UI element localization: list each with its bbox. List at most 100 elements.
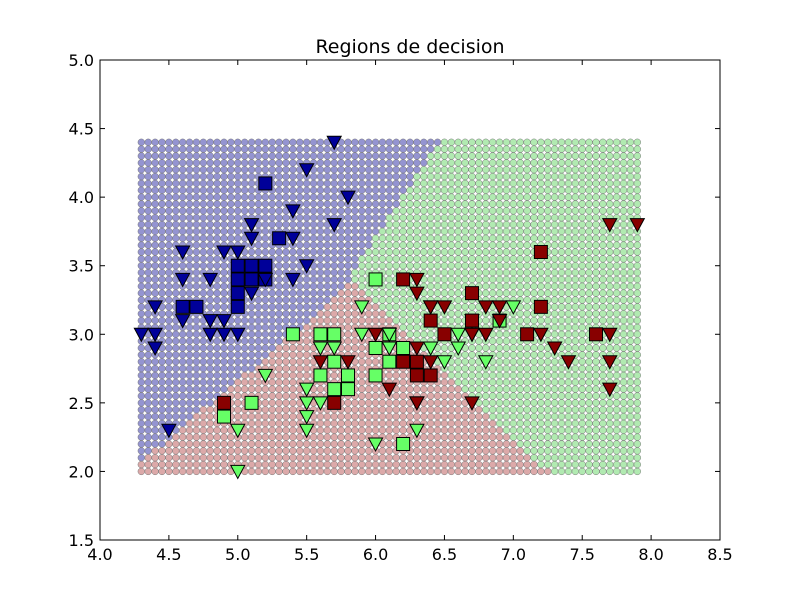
region-grid-point [137,262,145,270]
region-grid-point [323,296,331,304]
region-grid-point [592,454,600,462]
region-grid-point [564,220,573,229]
region-grid-point [406,296,414,304]
region-grid-point [378,172,387,181]
region-grid-point [351,220,359,229]
region-grid-point [137,344,145,352]
region-grid-point [296,172,304,181]
region-grid-point [461,385,469,393]
region-grid-point [440,159,449,167]
region-grid-point [351,426,359,434]
region-grid-point [192,220,201,229]
data-point-blue-triangle-down [326,135,343,151]
region-grid-point [544,145,552,153]
region-grid-point [289,172,297,181]
region-grid-point [440,241,449,249]
region-grid-point [358,399,366,407]
region-grid-point [206,207,214,215]
region-grid-point [165,159,173,167]
region-grid-point [344,310,352,318]
region-grid-point [502,159,511,167]
region-grid-point [330,467,338,476]
region-grid-point [337,152,345,160]
region-grid-point [461,275,469,284]
region-grid-point [241,193,249,201]
region-grid-point [385,262,393,270]
region-grid-point [227,145,235,153]
region-grid-point [461,220,469,229]
region-grid-point [316,412,325,421]
region-grid-point [626,159,635,167]
region-grid-point [551,159,559,167]
region-grid-point [475,406,483,414]
region-grid-point [557,179,566,188]
region-grid-point [275,392,283,400]
region-grid-point [179,138,187,146]
region-grid-point [406,186,414,194]
region-grid-point [619,406,628,414]
region-grid-point [557,214,566,222]
region-grid-point [585,364,593,373]
region-grid-point [137,241,145,249]
region-grid-point [199,200,207,208]
region-grid-point [185,207,194,215]
region-grid-point [275,282,283,290]
region-grid-point [619,255,628,263]
region-grid-point [192,447,201,455]
region-grid-point [633,440,641,448]
region-grid-point [351,460,359,469]
region-grid-point [461,433,469,441]
region-grid-point [454,406,462,414]
region-grid-point [592,262,600,270]
region-grid-point [399,316,407,325]
region-grid-point [571,337,579,345]
region-grid-point [502,454,511,462]
region-grid-point [220,152,228,160]
region-grid-point [385,412,393,421]
region-grid-point [199,282,207,290]
region-grid-point [626,467,635,476]
region-grid-point [344,303,352,311]
region-grid-point [261,234,269,242]
region-grid-point [309,248,318,256]
region-grid-point [192,200,201,208]
region-grid-point [261,330,269,338]
region-grid-point [468,447,476,455]
region-grid-point [179,378,187,386]
data-point-red-triangle-down [422,355,439,370]
region-grid-point [571,316,579,325]
region-grid-point [420,460,428,469]
region-grid-point [358,426,366,434]
region-grid-point [461,419,469,428]
region-grid-point [275,419,283,428]
region-grid-point [344,330,352,338]
region-grid-point [592,227,600,236]
region-grid-point [606,454,614,462]
region-grid-point [282,214,290,222]
region-grid-point [192,234,201,242]
region-grid-point [468,172,476,181]
region-grid-point [165,337,173,345]
region-grid-point [206,152,214,160]
y-tick-label: 2.5 [69,394,94,413]
region-grid-point [344,426,352,434]
region-grid-point [213,193,221,201]
region-grid-point [537,172,545,181]
region-grid-point [323,419,331,428]
region-grid-point [268,316,276,325]
region-grid-point [578,364,586,373]
region-grid-point [571,344,579,352]
region-grid-point [247,426,256,434]
region-grid-point [557,433,566,441]
region-grid-point [392,193,400,201]
region-grid-point [440,248,449,256]
region-grid-point [433,447,442,455]
region-grid-point [192,289,201,297]
region-grid-point [323,186,331,194]
region-grid-point [385,460,393,469]
data-point-blue-triangle-down [133,327,150,343]
region-grid-point [413,179,421,188]
region-grid-point [330,268,338,277]
data-point-green-triangle-down [381,327,398,343]
data-point-red-triangle-down [546,341,563,357]
